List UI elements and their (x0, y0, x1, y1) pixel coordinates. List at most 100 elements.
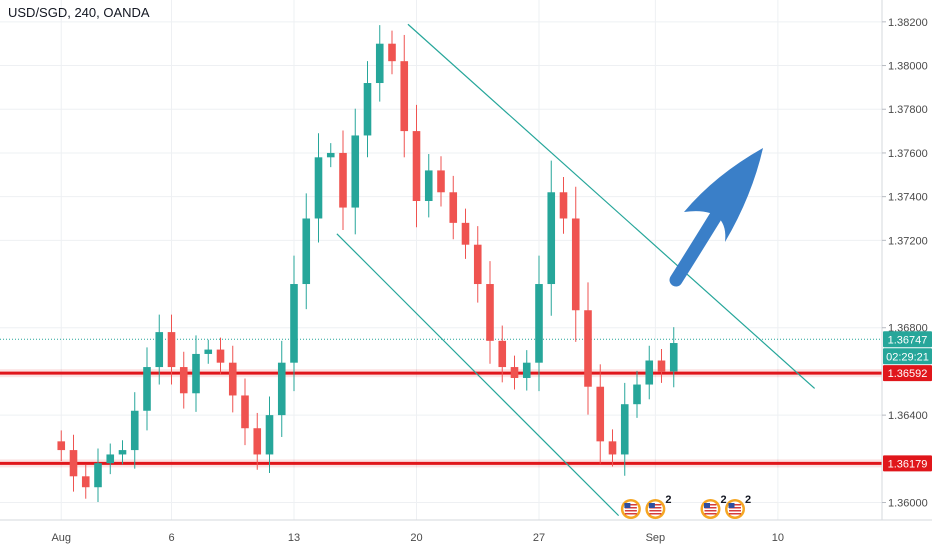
candle-body (473, 244, 482, 285)
candle-body (645, 360, 654, 385)
time-tick-label: 27 (533, 532, 545, 544)
candle-body (498, 340, 507, 368)
flag-canton (624, 503, 631, 508)
flag-stripe (704, 510, 717, 512)
candle-body (633, 384, 641, 405)
countdown-tag-bg (883, 348, 932, 365)
time-tick-label: 13 (288, 532, 300, 544)
candle-body (130, 410, 139, 451)
time-tick-label: 10 (772, 532, 784, 544)
candle-body (486, 284, 494, 341)
trend-channel-line (407, 23, 816, 389)
arrow-head (684, 148, 763, 242)
price-tick-label: 1.37400 (888, 192, 928, 204)
flag-stripe (624, 513, 637, 515)
candles (57, 25, 678, 502)
candle-body (449, 192, 458, 223)
price-axis-bg (882, 0, 932, 520)
time-axis[interactable]: Aug 6 13 20 27 Sep 10 (51, 532, 784, 544)
candle-body (400, 61, 409, 132)
flag-stripe (729, 504, 741, 506)
flag-canton (648, 503, 655, 508)
candle-body (375, 43, 384, 84)
candle-body (118, 450, 127, 455)
candle-body (216, 349, 225, 363)
last-price-tag: 1.36747 (888, 334, 928, 346)
level-price-tag-bg (883, 455, 932, 472)
candle-body (265, 415, 274, 455)
price-axis[interactable]: 1.360001.364001.368001.372001.374001.376… (882, 17, 928, 510)
candle-body (351, 135, 360, 208)
flag-stripe (649, 507, 662, 509)
candle-body (204, 349, 213, 354)
time-tick-label: 20 (410, 532, 422, 544)
flag-canton (704, 503, 710, 508)
last-price-tag-bg (883, 331, 932, 348)
level-price-tag: 1.36179 (888, 458, 928, 470)
candle-body (192, 353, 200, 394)
flag-stripe (729, 507, 741, 509)
us-flag-event-icon[interactable]: 2 (645, 494, 672, 519)
price-tick-label: 1.37600 (888, 148, 928, 160)
flag-stripe (704, 513, 717, 515)
price-tick-label: 1.37800 (888, 104, 928, 116)
candle-body (571, 218, 580, 311)
candle-body (608, 441, 617, 455)
candle-body (437, 170, 445, 193)
candle-body (69, 450, 78, 477)
candle-body (522, 362, 531, 378)
price-tick-label: 1.38000 (888, 61, 928, 73)
event-count: 2 (721, 494, 727, 506)
event-count: 2 (745, 494, 751, 506)
candle-body (584, 310, 592, 387)
flag-stripe (649, 513, 662, 515)
price-tick-label: 1.36000 (888, 498, 928, 510)
candle-body (669, 343, 678, 372)
candle-body (657, 360, 666, 372)
candle-body (412, 131, 421, 202)
flag-stripe (624, 507, 637, 509)
flag-stripe (729, 513, 741, 515)
flag-stripe (624, 504, 637, 506)
candle-body (57, 441, 66, 451)
candle-body (290, 284, 298, 363)
price-tick-label: 1.36400 (888, 410, 928, 422)
candle-body (228, 362, 237, 396)
candle-body (167, 332, 176, 368)
candle-body (241, 395, 249, 429)
candle-body (339, 152, 347, 208)
economic-events[interactable]: 2 2 2 (620, 494, 751, 519)
candle-body (314, 157, 323, 219)
candle-body (302, 218, 311, 285)
price-tags: 1.36747 02:29:21 1.36592 1.36179 (883, 331, 932, 472)
flag-stripe (704, 507, 717, 509)
flag-stripe (624, 510, 637, 512)
candle-body (510, 367, 519, 378)
candle-body (326, 152, 335, 158)
event-count: 2 (665, 494, 671, 506)
candle-body (94, 463, 102, 488)
level-price-tag: 1.36592 (888, 368, 928, 380)
candle-body (596, 386, 605, 442)
trendlines (336, 23, 816, 517)
candle-body (547, 192, 556, 285)
candle-body (620, 404, 629, 455)
price-tick-label: 1.38200 (888, 17, 928, 29)
candle-body (559, 192, 568, 219)
time-tick-label: Aug (51, 532, 71, 544)
price-tick-label: 1.37200 (888, 235, 928, 247)
candle-body (424, 170, 433, 202)
candle-body (81, 476, 90, 488)
us-flag-event-icon[interactable]: 2 (725, 494, 751, 519)
flag-stripe (704, 504, 717, 506)
us-flag-event-icon[interactable]: 2 (700, 494, 727, 519)
trend-channel-line (336, 233, 620, 517)
flag-stripe (649, 510, 662, 512)
candle-body (179, 367, 188, 394)
flag-stripe (729, 510, 741, 512)
candle-body (253, 428, 262, 455)
candle-body (363, 83, 372, 136)
time-tick-label: Sep (646, 532, 666, 544)
us-flag-event-icon[interactable] (620, 499, 641, 519)
